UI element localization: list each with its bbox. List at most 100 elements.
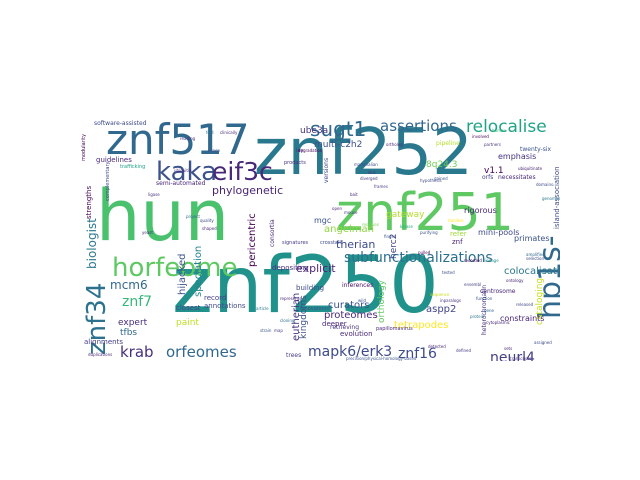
word: paint <box>176 318 199 328</box>
word: evolution <box>340 330 373 338</box>
word: tetrapodes <box>394 320 449 331</box>
word: duplications <box>88 352 113 357</box>
word: amplified <box>526 252 545 257</box>
word: complementary <box>105 161 111 201</box>
word: mouse <box>344 210 358 215</box>
word: strain <box>260 328 272 333</box>
word: inferences <box>342 282 374 289</box>
word: hijacked <box>177 253 188 295</box>
word: assertions <box>380 119 457 135</box>
word: strengths <box>85 185 93 219</box>
word: eif3c <box>212 157 273 186</box>
word: necessitates <box>498 174 536 181</box>
word: project <box>186 214 200 219</box>
word: annotations <box>204 302 246 310</box>
word: expert <box>118 318 148 328</box>
word: represents <box>280 296 302 301</box>
word: tfbs <box>120 328 138 338</box>
word: colocalisation <box>504 266 560 277</box>
word: krab <box>120 343 154 361</box>
word: curators <box>328 300 370 311</box>
word: domains <box>536 182 554 187</box>
word: znf250 <box>172 241 439 331</box>
word: article <box>256 306 269 311</box>
word: kinase <box>400 224 413 229</box>
word: clinically <box>220 130 238 135</box>
word: znf251 <box>336 183 514 243</box>
word: ensembl <box>464 282 482 287</box>
word: semi-automated <box>156 180 206 187</box>
word: assigned <box>534 340 552 345</box>
word: genomes <box>542 196 560 201</box>
word: map <box>274 328 283 333</box>
word: retrieving <box>330 324 360 331</box>
word: released <box>516 302 534 307</box>
word: pericentric <box>247 213 258 267</box>
word: neurl4 <box>490 350 535 361</box>
word: cloning <box>280 318 295 323</box>
word: residues <box>362 222 379 227</box>
word: depositing <box>272 264 309 272</box>
word: versions <box>323 157 330 183</box>
word: phylogenetic <box>212 184 284 197</box>
word: lineage <box>484 258 499 263</box>
word: degradation <box>298 148 323 153</box>
word: trafficking <box>120 164 146 170</box>
word: crosstalk <box>320 240 343 246</box>
word: gene <box>484 308 494 313</box>
word: innovations <box>300 306 329 312</box>
word: partners <box>484 142 501 147</box>
word: protein <box>470 314 485 319</box>
word: ortholog <box>386 142 403 147</box>
word: finger <box>384 234 396 239</box>
word: kaka <box>156 157 218 187</box>
word: rigorous <box>464 206 497 215</box>
word: sets <box>504 346 513 351</box>
word: hypothesis <box>420 178 442 183</box>
word: signatures <box>282 240 309 246</box>
word: orfeomes <box>166 343 237 361</box>
word: zinc <box>368 170 376 175</box>
word: ligase <box>148 192 160 197</box>
word: inparalogs <box>440 298 461 303</box>
word: trees <box>286 352 302 359</box>
word: reading <box>180 136 196 141</box>
word: znf252 <box>254 119 473 190</box>
word: sequence <box>430 292 450 297</box>
word: therian <box>336 238 376 251</box>
word: refer <box>450 230 467 238</box>
word: constraints <box>500 314 545 323</box>
word: frames <box>374 184 388 189</box>
word: families <box>448 218 464 223</box>
word: relocalise <box>466 119 547 137</box>
word: centrosome <box>480 288 516 295</box>
word: shaped <box>202 226 217 231</box>
word: znf7 <box>122 294 153 310</box>
word: ube3a <box>300 126 329 136</box>
word: guidelines <box>96 156 132 164</box>
word: twenty-six <box>520 146 552 153</box>
word: sugt1 <box>310 119 367 141</box>
word: speciation <box>193 245 204 297</box>
word: involved <box>472 134 489 139</box>
word: software-assisted <box>94 120 147 127</box>
word: lay <box>296 148 304 154</box>
word: znf517 <box>106 119 250 164</box>
word: gained <box>434 176 448 181</box>
word: detected <box>428 344 446 349</box>
word: primates <box>514 234 550 243</box>
word: ubiquitinate <box>518 166 543 171</box>
word: alignments <box>84 338 124 346</box>
word: yeast <box>142 230 153 235</box>
word: angelman <box>324 224 374 235</box>
word: usage <box>208 148 221 153</box>
word: emphasis <box>498 152 537 161</box>
word: products <box>284 160 306 166</box>
word: znf16 <box>398 346 437 361</box>
word: horfeome <box>112 253 238 283</box>
word: record <box>204 294 227 302</box>
word: mgc <box>314 216 332 225</box>
word: orfs <box>482 174 494 181</box>
word: mapk6/erk3 <box>308 344 393 360</box>
word: pipeline <box>436 140 460 147</box>
